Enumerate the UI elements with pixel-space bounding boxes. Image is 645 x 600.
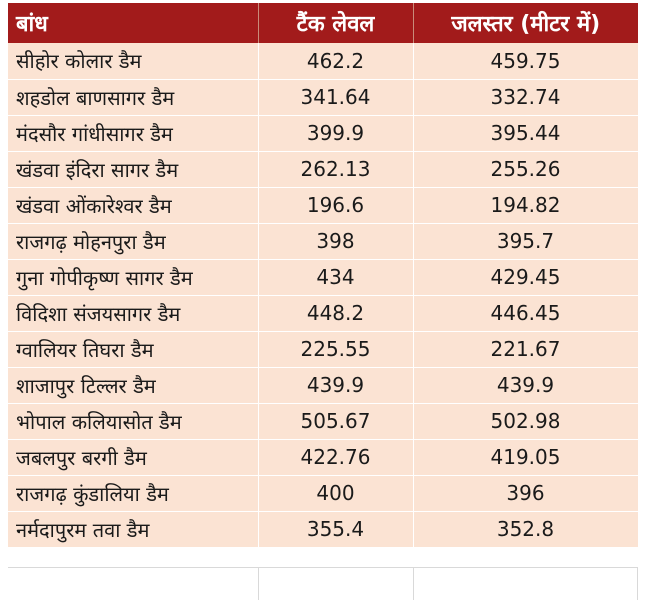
table-header-row: बांध टैंक लेवल जलस्तर (मीटर में) — [8, 3, 638, 43]
tank-level-cell: 225.55 — [258, 331, 414, 368]
tank-level-cell: 434 — [258, 259, 414, 296]
table-row: विदिशा संजयसागर डैम 448.2 446.45 — [8, 295, 639, 332]
dam-name-cell: भोपाल कलियासोत डैम — [8, 403, 259, 440]
water-level-cell: 419.05 — [413, 439, 639, 476]
tank-level-cell: 422.76 — [258, 439, 414, 476]
dam-name-cell: राजगढ़ मोहनपुरा डैम — [8, 223, 259, 260]
water-level-cell: 429.45 — [413, 259, 639, 296]
table-row: मंदसौर गांधीसागर डैम 399.9 395.44 — [8, 115, 639, 152]
tank-level-cell: 505.67 — [258, 403, 414, 440]
table-body: सीहोर कोलार डैम 462.2 459.75 शहडोल बाणसा… — [8, 43, 639, 548]
dam-name-cell: सीहोर कोलार डैम — [8, 43, 259, 80]
tank-level-cell: 448.2 — [258, 295, 414, 332]
dam-name-cell: जबलपुर बरगी डैम — [8, 439, 259, 476]
water-level-cell: 221.67 — [413, 331, 639, 368]
table-row: ग्वालियर तिघरा डैम 225.55 221.67 — [8, 331, 639, 368]
water-level-cell: 446.45 — [413, 295, 639, 332]
table-row: गुना गोपीकृष्ण सागर डैम 434 429.45 — [8, 259, 639, 296]
table-row: खंडवा इंदिरा सागर डैम 262.13 255.26 — [8, 151, 639, 188]
tank-level-cell: 399.9 — [258, 115, 414, 152]
dam-name-cell: गुना गोपीकृष्ण सागर डैम — [8, 259, 259, 296]
tank-level-cell: 462.2 — [258, 43, 414, 80]
dam-name-cell: नर्मदापुरम तवा डैम — [8, 511, 259, 548]
water-level-cell: 396 — [413, 475, 639, 512]
dam-name-cell: राजगढ़ कुंडालिया डैम — [8, 475, 259, 512]
dam-name-cell: मंदसौर गांधीसागर डैम — [8, 115, 259, 152]
table-row: खंडवा ओंकारेश्वर डैम 196.6 194.82 — [8, 187, 639, 224]
water-level-cell: 439.9 — [413, 367, 639, 404]
table-row: जबलपुर बरगी डैम 422.76 419.05 — [8, 439, 639, 476]
dam-name-cell: शाजापुर टिल्लर डैम — [8, 367, 259, 404]
water-level-cell: 502.98 — [413, 403, 639, 440]
column-header-dam: बांध — [8, 3, 259, 43]
water-level-cell: 395.7 — [413, 223, 639, 260]
table-row: शाजापुर टिल्लर डैम 439.9 439.9 — [8, 367, 639, 404]
tank-level-cell: 196.6 — [258, 187, 414, 224]
tank-level-cell: 341.64 — [258, 79, 414, 116]
dam-name-cell: शहडोल बाणसागर डैम — [8, 79, 259, 116]
empty-spreadsheet-row — [8, 567, 638, 600]
table-row: राजगढ़ मोहनपुरा डैम 398 395.7 — [8, 223, 639, 260]
tank-level-cell: 398 — [258, 223, 414, 260]
water-level-cell: 352.8 — [413, 511, 639, 548]
table-row: राजगढ़ कुंडालिया डैम 400 396 — [8, 475, 639, 512]
tank-level-cell: 262.13 — [258, 151, 414, 188]
table-row: शहडोल बाणसागर डैम 341.64 332.74 — [8, 79, 639, 116]
table-row: नर्मदापुरम तवा डैम 355.4 352.8 — [8, 511, 639, 548]
tank-level-cell: 400 — [258, 475, 414, 512]
water-level-cell: 332.74 — [413, 79, 639, 116]
dam-name-cell: खंडवा ओंकारेश्वर डैम — [8, 187, 259, 224]
gridline — [413, 568, 414, 600]
column-header-tank-level: टैंक लेवल — [258, 3, 414, 43]
dam-name-cell: खंडवा इंदिरा सागर डैम — [8, 151, 259, 188]
dam-name-cell: विदिशा संजयसागर डैम — [8, 295, 259, 332]
table-row: सीहोर कोलार डैम 462.2 459.75 — [8, 43, 639, 80]
water-level-cell: 395.44 — [413, 115, 639, 152]
table-row: भोपाल कलियासोत डैम 505.67 502.98 — [8, 403, 639, 440]
gridline — [637, 568, 638, 600]
dam-name-cell: ग्वालियर तिघरा डैम — [8, 331, 259, 368]
tank-level-cell: 355.4 — [258, 511, 414, 548]
water-level-cell: 255.26 — [413, 151, 639, 188]
dam-level-table: बांध टैंक लेवल जलस्तर (मीटर में) सीहोर क… — [8, 3, 639, 548]
column-header-water-level: जलस्तर (मीटर में) — [413, 3, 638, 43]
water-level-cell: 194.82 — [413, 187, 639, 224]
water-level-cell: 459.75 — [413, 43, 639, 80]
tank-level-cell: 439.9 — [258, 367, 414, 404]
gridline — [258, 568, 259, 600]
